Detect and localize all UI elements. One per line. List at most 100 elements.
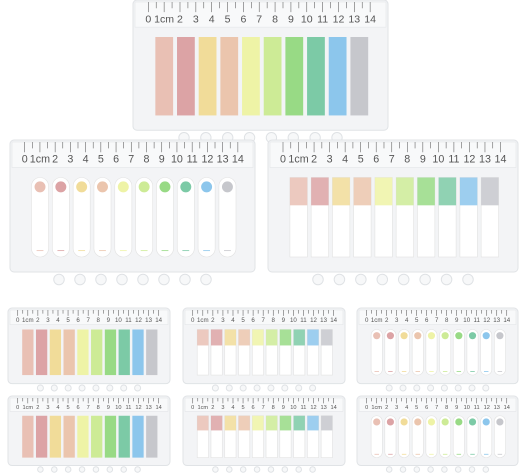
ruler-label: 0 (16, 317, 20, 324)
tab (49, 329, 62, 376)
hanger-hole (120, 384, 128, 392)
ruler-label: 5 (415, 317, 419, 324)
ruler-label: 10 (115, 317, 122, 324)
tab-color (252, 329, 264, 346)
ruler-label: 11 (448, 154, 459, 166)
ruler-label: 2 (36, 317, 40, 324)
tab (91, 415, 103, 458)
tab-dot (455, 418, 463, 426)
tab (452, 329, 465, 376)
tab-color (321, 415, 333, 431)
ruler-label: 14 (156, 405, 162, 411)
tab (22, 329, 34, 376)
ruler-label: 7 (389, 154, 395, 166)
ruler-label: 2 (385, 317, 389, 324)
tab (328, 37, 347, 116)
ruler-label: 2 (385, 405, 388, 411)
hanger-hole (50, 384, 58, 392)
tab (425, 329, 438, 376)
ruler-label: 6 (77, 405, 80, 411)
hanger-hole (134, 384, 142, 392)
ruler-label: 13 (145, 317, 152, 324)
ruler-label: 3 (221, 405, 224, 411)
hanger-hole (462, 273, 474, 286)
ruler-label: 4 (405, 405, 408, 411)
tab-color (266, 329, 278, 346)
ruler-label: 11 (474, 405, 480, 411)
tab-dot (455, 332, 463, 340)
ruler-label: 6 (113, 154, 119, 166)
ruler-label: 5 (358, 154, 364, 166)
ruler-label: 1cm (371, 317, 383, 324)
tab (146, 415, 158, 458)
tab-color (396, 177, 414, 206)
tab (370, 415, 383, 458)
ruler-label: 10 (463, 317, 470, 324)
hanger-hole (295, 384, 303, 392)
ruler-label: 8 (272, 13, 278, 25)
tab (480, 415, 493, 458)
tab-dot (482, 332, 490, 340)
ruler-label: 5 (66, 317, 70, 324)
tab-dot (414, 332, 422, 340)
hanger-hole (92, 384, 100, 392)
tab (135, 177, 153, 258)
hanger-hole (36, 384, 44, 392)
tab (218, 177, 237, 258)
tab-dot (138, 181, 150, 193)
hanger-hole (116, 273, 128, 286)
ruler-label: 10 (464, 405, 470, 411)
tab (118, 415, 130, 458)
tab-color (321, 329, 333, 346)
ruler-label: 1cm (371, 405, 382, 411)
ruler-label: 7 (86, 317, 90, 324)
tab (493, 329, 506, 376)
hanger-hole (385, 466, 393, 473)
hanger-hole (253, 384, 261, 392)
hanger-hole (427, 384, 435, 392)
tab-color (266, 415, 278, 431)
tab (307, 37, 325, 116)
tab-color (210, 415, 223, 431)
ruler-label: 14 (503, 317, 510, 324)
tab-dot (55, 181, 67, 193)
tab-dot (496, 418, 504, 426)
ruler-label: 10 (290, 405, 296, 411)
ruler-label: 12 (484, 405, 490, 411)
tab (49, 415, 62, 458)
ruler-label: 1cm (197, 405, 208, 411)
hanger-hole (441, 466, 448, 473)
hanger-hole (95, 273, 107, 286)
hanger-hole (106, 384, 114, 392)
ruler (269, 141, 517, 168)
hanger-hole (226, 466, 233, 473)
hanger-hole (312, 273, 324, 286)
ruler-label: 4 (56, 405, 59, 411)
hanger-hole (74, 273, 86, 286)
tab-dot (386, 418, 394, 426)
ruler-label: 3 (46, 405, 49, 411)
ruler-label: 9 (455, 317, 459, 324)
tab (242, 37, 260, 116)
hanger-hole (212, 466, 219, 473)
ruler-label: 2 (52, 154, 58, 166)
tab (439, 329, 452, 376)
hanger-hole (385, 384, 393, 392)
ruler-label: 2 (177, 13, 183, 25)
hanger-hole (92, 466, 100, 473)
ruler-label: 13 (493, 317, 500, 324)
hanger-hole (53, 273, 65, 286)
tab (466, 415, 479, 458)
ruler-label: 7 (262, 405, 265, 411)
hanger-hole (295, 466, 302, 473)
ruler-label: 3 (221, 317, 225, 324)
tab (370, 329, 383, 376)
ruler-label: 4 (231, 317, 235, 324)
ruler-label: 3 (193, 13, 199, 25)
tab (452, 415, 465, 458)
ruler-label: 2 (211, 317, 215, 324)
ruler-label: 10 (432, 154, 444, 166)
hanger-hole (64, 384, 72, 392)
hanger-hole (413, 466, 421, 473)
